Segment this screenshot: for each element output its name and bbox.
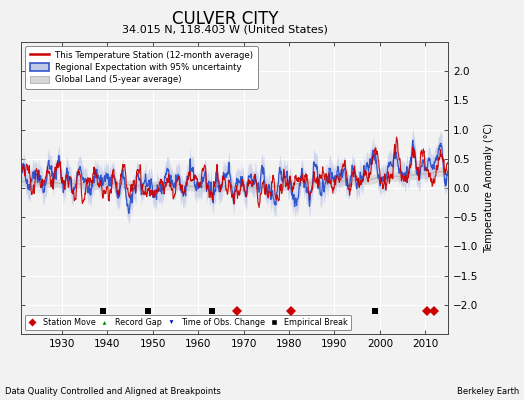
Legend: Station Move, Record Gap, Time of Obs. Change, Empirical Break: Station Move, Record Gap, Time of Obs. C… — [25, 315, 351, 330]
Text: 34.015 N, 118.403 W (United States): 34.015 N, 118.403 W (United States) — [123, 25, 328, 35]
Text: Berkeley Earth: Berkeley Earth — [456, 387, 519, 396]
Text: Data Quality Controlled and Aligned at Breakpoints: Data Quality Controlled and Aligned at B… — [5, 387, 221, 396]
Text: CULVER CITY: CULVER CITY — [172, 10, 279, 28]
Y-axis label: Temperature Anomaly (°C): Temperature Anomaly (°C) — [484, 123, 494, 253]
